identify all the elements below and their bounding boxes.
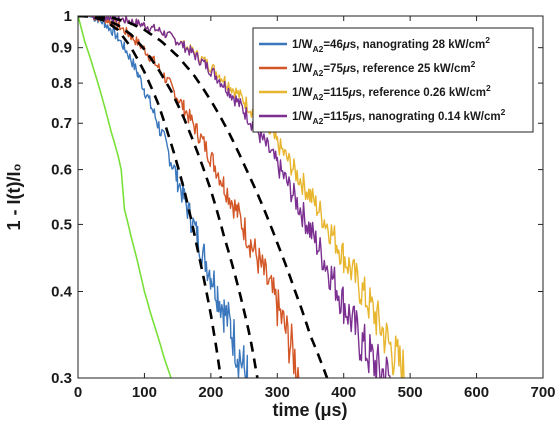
legend-label: 1/WA2=115μs, reference 0.26 kW/cm2 — [292, 83, 491, 102]
y-tick-label: 0.6 — [51, 162, 72, 179]
series-line-0 — [78, 16, 249, 378]
legend-label: 1/WA2=75μs, reference 25 kW/cm2 — [292, 59, 476, 78]
legend-entry: 1/WA2=75μs, reference 25 kW/cm2 — [259, 59, 476, 78]
x-tick-label: 400 — [331, 384, 356, 401]
fit-line-0 — [78, 16, 223, 378]
y-tick-label: 0.8 — [51, 75, 72, 92]
ticks-layer: 0 100 200 300 400 500 600 700 0.3 0.4 0.5 0.6 0.7 0.8… — [51, 8, 555, 401]
fit-line-2 — [78, 16, 329, 378]
x-tick-label: 500 — [398, 384, 423, 401]
legend-entry: 1/WA2=115μs, nanograting 0.14 kW/cm2 — [259, 107, 506, 126]
x-tick-label: 100 — [132, 384, 157, 401]
x-tick-label: 700 — [530, 384, 555, 401]
legend-label: 1/WA2=46μs, nanograting 28 kW/cm2 — [292, 35, 490, 54]
legend-box — [252, 27, 534, 133]
y-tick-label: 0.5 — [51, 216, 72, 233]
series-layer — [78, 16, 407, 378]
x-tick-label: 600 — [464, 384, 489, 401]
y-tick-label: 0.3 — [51, 370, 72, 387]
legend: 1/WA2=46μs, nanograting 28 kW/cm2 1/WA2=7… — [252, 27, 534, 133]
y-tick-label: 1 — [64, 8, 72, 25]
x-tick-label: 200 — [198, 384, 223, 401]
legend-label: 1/WA2=115μs, nanograting 0.14 kW/cm2 — [292, 107, 506, 126]
y-axis-title: 1 - I(t)/I₀ — [4, 163, 24, 230]
fit-line-1 — [78, 16, 259, 378]
y-tick-label: 0.7 — [51, 115, 72, 132]
extra-series-line-0 — [78, 16, 172, 378]
legend-entry: 1/WA2=46μs, nanograting 28 kW/cm2 — [259, 35, 490, 54]
plot-frame — [77, 15, 544, 379]
x-tick-label: 300 — [265, 384, 290, 401]
x-tick-label: 0 — [74, 384, 82, 401]
legend-entry: 1/WA2=115μs, reference 0.26 kW/cm2 — [259, 83, 491, 102]
y-tick-label: 0.4 — [51, 284, 73, 301]
y-tick-label: 0.9 — [51, 40, 72, 57]
x-axis-title: time (μs) — [272, 400, 347, 420]
